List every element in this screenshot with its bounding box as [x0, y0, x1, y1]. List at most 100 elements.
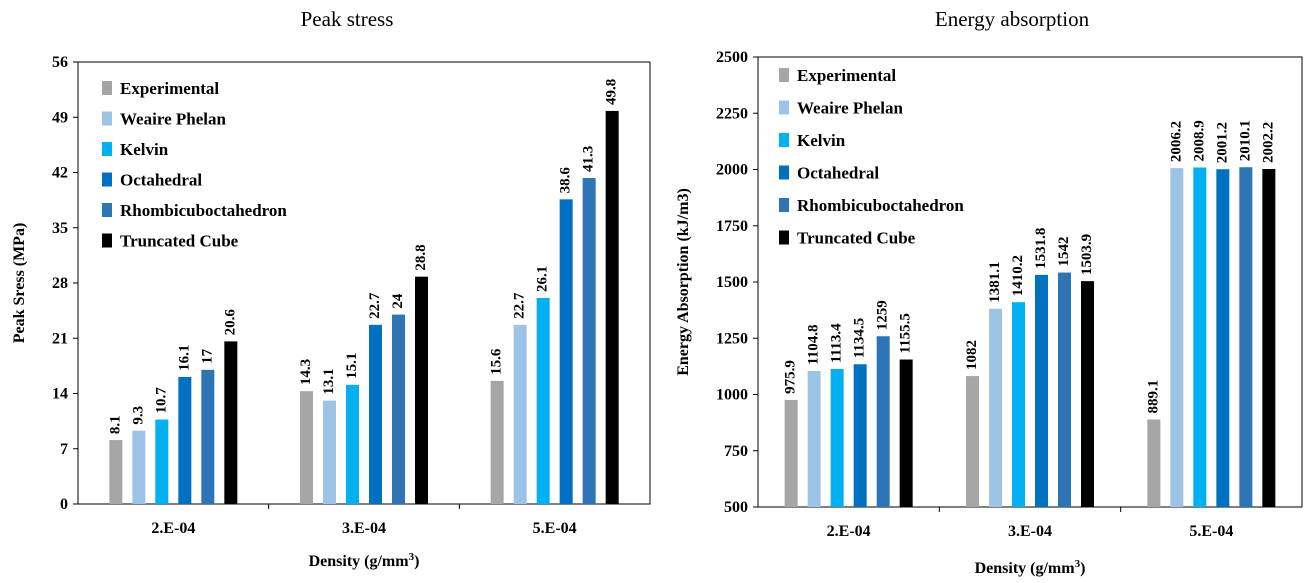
- data-label: 1155.5: [898, 313, 914, 353]
- bar: [1012, 302, 1025, 507]
- chart-title: Energy absorption: [935, 7, 1090, 31]
- bar: [1081, 281, 1094, 507]
- bar: [415, 276, 428, 504]
- data-label: 2001.2: [1214, 122, 1230, 163]
- x-tick-label: 3.E-04: [342, 520, 386, 537]
- data-label: 1082: [964, 340, 980, 370]
- y-tick-label: 21: [52, 330, 68, 347]
- data-label: 41.3: [581, 146, 597, 172]
- legend-label: Experimental: [120, 79, 219, 98]
- data-label: 2006.2: [1168, 121, 1184, 162]
- x-axis-label-superscript: 3: [409, 551, 415, 563]
- data-label: 38.6: [558, 167, 574, 194]
- bar: [1239, 167, 1253, 508]
- legend-swatch: [779, 100, 789, 115]
- data-label: 28.8: [413, 244, 429, 270]
- data-label: 15.6: [489, 348, 505, 375]
- data-label: 8.1: [107, 415, 123, 434]
- bar: [966, 376, 979, 507]
- bar: [899, 359, 913, 507]
- x-tick-label: 2.E-04: [151, 520, 195, 537]
- y-tick-label: 1500: [716, 274, 748, 291]
- y-tick-label: 1250: [716, 330, 748, 347]
- legend-label: Rhombicuboctahedron: [797, 196, 964, 215]
- legend-label: Weaire Phelan: [120, 110, 226, 129]
- y-tick-label: 7: [60, 441, 68, 458]
- legend-label: Octahedral: [797, 164, 879, 183]
- bar: [1035, 274, 1048, 507]
- data-label: 9.3: [130, 406, 146, 425]
- bar: [155, 419, 169, 504]
- y-tick-label: 28: [52, 275, 68, 292]
- data-label: 20.6: [222, 309, 238, 336]
- y-tick-label: 2500: [716, 49, 748, 66]
- data-label: 2002.2: [1260, 122, 1276, 163]
- legend-label: Kelvin: [120, 140, 169, 159]
- data-label: 13.1: [321, 368, 337, 394]
- legend-label: Truncated Cube: [120, 232, 239, 251]
- legend-swatch: [102, 233, 112, 248]
- y-tick-label: 2250: [716, 105, 748, 122]
- chart-1: Energy absorption 500 750 1000 1250 1500 1750 2…: [675, 7, 1303, 577]
- data-label: 24: [390, 293, 406, 309]
- legend-label: Truncated Cube: [797, 229, 916, 248]
- bar: [224, 341, 238, 504]
- data-label: 2008.9: [1191, 120, 1207, 161]
- legend-swatch: [779, 68, 789, 82]
- y-tick-label: 0: [60, 496, 68, 513]
- data-label: 16.1: [176, 345, 192, 371]
- y-tick-label: 2000: [716, 162, 748, 179]
- y-tick-label: 49: [52, 109, 68, 126]
- bar: [392, 314, 405, 504]
- data-label: 975.9: [783, 360, 799, 394]
- legend-swatch: [102, 172, 112, 187]
- bar: [1147, 419, 1161, 507]
- y-tick-label: 56: [52, 54, 68, 71]
- x-axis-label-main: Density (g/mm: [309, 553, 410, 570]
- bar: [830, 368, 844, 507]
- bar: [1262, 169, 1276, 507]
- data-label: 2010.1: [1237, 120, 1253, 161]
- x-tick-label: 2.E-04: [827, 523, 871, 540]
- x-axis-label-superscript: 3: [1075, 558, 1081, 570]
- bar: [490, 380, 504, 504]
- data-label: 10.7: [153, 387, 169, 414]
- y-tick-label: 1000: [716, 387, 748, 404]
- bar: [109, 440, 123, 504]
- bar: [1216, 169, 1230, 508]
- chart-0: Peak stress 0 7 14 21 28 35 42 49 56 Peak Sress (M…: [11, 7, 651, 570]
- bar: [536, 297, 550, 504]
- legend-label: Octahedral: [120, 171, 202, 190]
- legend-swatch: [102, 111, 112, 126]
- legend-label: Experimental: [797, 66, 896, 85]
- data-label: 1104.8: [806, 324, 822, 364]
- legend-label: Rhombicuboctahedron: [120, 201, 287, 220]
- bar: [300, 391, 313, 504]
- data-label: 26.1: [535, 266, 551, 292]
- chart-title: Peak stress: [301, 7, 394, 31]
- y-tick-label: 1750: [716, 218, 748, 235]
- bar: [1193, 167, 1207, 507]
- legend-swatch: [779, 198, 789, 212]
- legend-label: Weaire Phelan: [797, 99, 903, 118]
- data-label: 17: [199, 348, 215, 364]
- y-tick-label: 500: [724, 499, 748, 516]
- bar: [1058, 272, 1071, 507]
- data-label: 1531.8: [1033, 228, 1049, 269]
- data-label: 1259: [875, 300, 891, 330]
- y-tick-label: 42: [52, 165, 68, 182]
- bar: [201, 369, 215, 504]
- bar: [559, 199, 573, 505]
- bar: [784, 399, 798, 507]
- data-label: 1410.2: [1010, 255, 1026, 296]
- bar: [1170, 168, 1184, 508]
- data-label: 889.1: [1145, 380, 1161, 414]
- bar: [132, 430, 146, 504]
- y-tick-label: 14: [52, 386, 68, 403]
- bar: [346, 384, 359, 504]
- bar: [369, 324, 382, 504]
- data-label: 1381.1: [987, 262, 1003, 303]
- legend-swatch: [102, 81, 112, 95]
- bar: [605, 110, 619, 504]
